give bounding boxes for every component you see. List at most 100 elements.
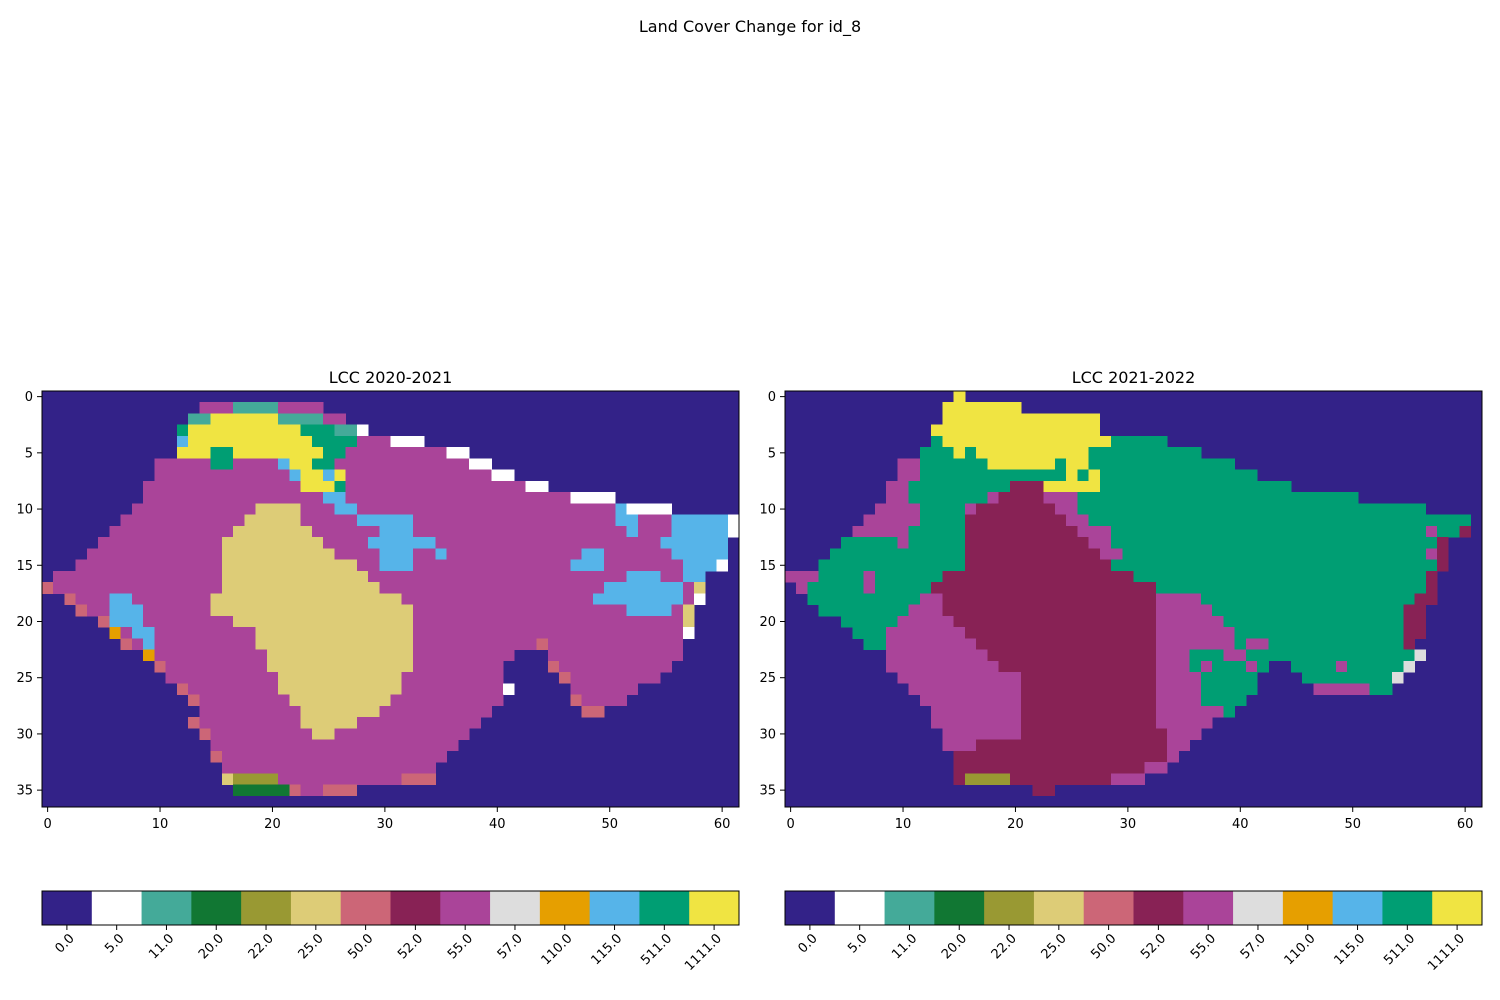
heatmap-cell bbox=[379, 559, 414, 572]
heatmap-cell bbox=[311, 728, 335, 740]
heatmap-cell bbox=[1223, 649, 1247, 662]
heatmap-cell bbox=[1403, 627, 1427, 639]
colorbar-swatch bbox=[639, 891, 690, 925]
x-tick-label: 10 bbox=[895, 817, 912, 832]
heatmap-cell bbox=[109, 525, 234, 538]
heatmap-cell bbox=[796, 582, 808, 594]
colorbar-frame bbox=[41, 890, 740, 926]
heatmap-cell bbox=[716, 559, 729, 572]
colorbar-tick-label: 52.0 bbox=[1138, 931, 1169, 962]
heatmap-cell bbox=[1369, 672, 1393, 684]
heatmap-cell bbox=[120, 627, 133, 639]
heatmap-cell bbox=[143, 615, 234, 628]
heatmap-cell bbox=[278, 683, 403, 695]
heatmap-cell bbox=[210, 604, 414, 617]
heatmap-cell bbox=[188, 435, 313, 448]
heatmap-cell bbox=[199, 717, 301, 729]
heatmap-cell bbox=[165, 660, 268, 673]
heatmap-cell bbox=[199, 705, 301, 718]
heatmap-cell bbox=[1054, 503, 1078, 516]
colorbar-tick-label: 55.0 bbox=[445, 931, 476, 962]
heatmap-cell bbox=[1223, 705, 1236, 718]
heatmap-cell bbox=[289, 694, 391, 707]
heatmap-cell bbox=[976, 638, 1157, 650]
heatmap-cell bbox=[1155, 615, 1224, 628]
heatmap-cell bbox=[897, 615, 955, 628]
heatmap-cell bbox=[727, 514, 740, 527]
x-tick-label: 0 bbox=[786, 817, 794, 832]
heatmap-cell bbox=[998, 492, 1044, 504]
heatmap-cell bbox=[131, 638, 144, 650]
heatmap-cell bbox=[1155, 593, 1202, 606]
heatmap-cell bbox=[953, 391, 966, 403]
heatmap-cell bbox=[311, 458, 335, 471]
x-tick-label: 60 bbox=[714, 817, 731, 832]
heatmap-cell bbox=[1009, 480, 1044, 493]
heatmap-cell bbox=[323, 469, 335, 482]
heatmap-cell bbox=[863, 582, 876, 594]
heatmap-cell bbox=[626, 503, 672, 516]
heatmap-cell bbox=[1425, 548, 1438, 561]
heatmap-cell bbox=[1223, 615, 1404, 628]
heatmap-cell bbox=[637, 514, 672, 527]
heatmap-cell bbox=[1021, 694, 1157, 707]
heatmap-cell bbox=[1403, 638, 1415, 650]
heatmap-cell bbox=[311, 525, 380, 538]
heatmap-cell bbox=[356, 435, 391, 448]
heatmap-cell bbox=[1234, 638, 1247, 650]
heatmap-cell bbox=[886, 660, 999, 673]
heatmap-cell bbox=[1099, 548, 1123, 561]
heatmap-cell bbox=[682, 604, 695, 617]
heatmap-cell bbox=[412, 615, 684, 628]
colorbar-tick-label: 25.0 bbox=[1039, 931, 1070, 962]
heatmap-cell bbox=[694, 582, 706, 594]
heatmap-cell bbox=[188, 683, 279, 695]
heatmap-cell bbox=[1279, 649, 1415, 662]
heatmap-cell bbox=[886, 548, 955, 561]
colorbar-swatch bbox=[490, 891, 541, 925]
heatmap-cell bbox=[64, 593, 77, 606]
heatmap-cell bbox=[1245, 638, 1269, 650]
heatmap-cell bbox=[401, 672, 504, 684]
heatmap-cell bbox=[863, 570, 876, 583]
colorbar-frame bbox=[784, 890, 1483, 926]
heatmap-cell bbox=[942, 739, 977, 752]
heatmap-cell bbox=[266, 649, 414, 662]
colorbar-tick-label: 110.0 bbox=[539, 931, 576, 968]
heatmap-cell bbox=[356, 503, 616, 516]
y-tick-label: 35 bbox=[16, 784, 33, 799]
heatmap-cell bbox=[547, 638, 684, 650]
heatmap-cell bbox=[368, 570, 627, 583]
figure-title: Land Cover Change for id_8 bbox=[638, 17, 862, 36]
heatmap-cell bbox=[289, 469, 301, 482]
heatmap-cell bbox=[1077, 525, 1112, 538]
heatmap-cell bbox=[671, 525, 729, 538]
heatmap-cell bbox=[807, 593, 921, 606]
heatmap-cell bbox=[1021, 683, 1157, 695]
heatmap-cell bbox=[221, 750, 448, 763]
colorbar: 0.0 5.0 11.0 20.0 22.0 25.0 50.0 52.0 55.0 57.0 11… bbox=[784, 890, 1483, 974]
colorbar-tick-label: 20.0 bbox=[196, 931, 227, 962]
heatmap-cell bbox=[615, 503, 627, 516]
heatmap-cell bbox=[682, 593, 695, 606]
colorbar-swatch bbox=[539, 891, 591, 925]
heatmap-cell bbox=[852, 627, 887, 639]
heatmap-cell bbox=[1155, 717, 1213, 729]
heatmap-cell bbox=[570, 694, 583, 707]
y-tick-label: 25 bbox=[759, 671, 776, 686]
heatmap-cell bbox=[1425, 525, 1438, 538]
heatmap-cell bbox=[682, 570, 706, 583]
heatmap-cell bbox=[412, 638, 538, 650]
colorbar-tick-label: 25.0 bbox=[296, 931, 327, 962]
colorbar-swatch bbox=[191, 891, 242, 925]
heatmap-cell bbox=[278, 672, 403, 684]
heatmap-cell bbox=[390, 435, 425, 448]
heatmap-cell bbox=[1167, 750, 1179, 763]
heatmap-cell bbox=[221, 537, 324, 549]
heatmap-cell bbox=[109, 615, 144, 628]
colorbar-swatch bbox=[689, 891, 740, 925]
heatmap-cell bbox=[1212, 660, 1247, 673]
heatmap-cell bbox=[818, 604, 910, 617]
heatmap-cell bbox=[807, 582, 865, 594]
heatmap-cell bbox=[829, 548, 887, 561]
